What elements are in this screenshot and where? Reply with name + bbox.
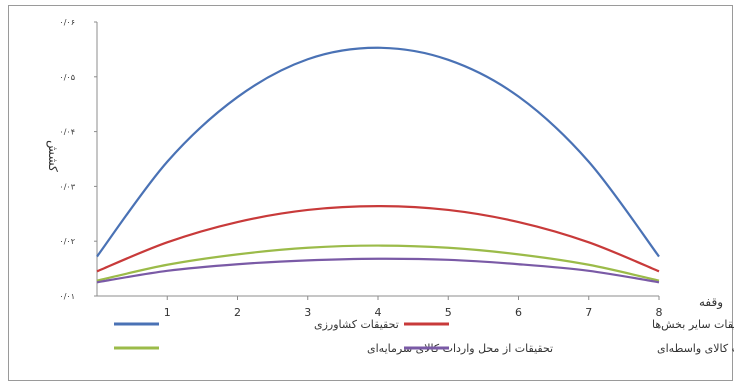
y-tick-label: ۰/۰۶: [59, 18, 75, 27]
plot-area: ۰/۰۱ ۰/۰۲ ۰/۰۳ ۰/۰۴ ۰/۰۵ ۰/۰۶ 1 2 3 4 5 6 7 8: [59, 18, 662, 319]
x-tick-label: 4: [375, 306, 382, 319]
series-line-3: [96, 257, 660, 284]
legend-label-2: تحقیقات از محل واردات کالای سرمایه‌ای: [367, 342, 553, 355]
legend: تحقیقات کشاورزی تحقیقات سایر بخش‌ها تحقیقا…: [114, 318, 734, 355]
y-tick-label: ۰/۰۱: [59, 292, 75, 301]
series-line-2: [96, 244, 660, 282]
x-axis-label: وقفه: [699, 295, 723, 310]
series-line-1: [96, 205, 660, 273]
x-tick-label: 3: [304, 306, 311, 319]
x-tick-label: 8: [656, 306, 663, 319]
x-ticks: 1 2 3 4 5 6 7 8: [164, 296, 663, 319]
y-tick-label: ۰/۰۳: [59, 182, 75, 191]
y-ticks: ۰/۰۱ ۰/۰۲ ۰/۰۳ ۰/۰۴ ۰/۰۵ ۰/۰۶: [59, 18, 97, 301]
legend-label-0: تحقیقات کشاورزی: [314, 318, 399, 331]
x-tick-label: 6: [515, 306, 522, 319]
y-tick-label: ۰/۰۴: [59, 128, 75, 137]
x-tick-label: 5: [445, 306, 452, 319]
chart-frame: ۰/۰۱ ۰/۰۲ ۰/۰۳ ۰/۰۴ ۰/۰۵ ۰/۰۶ 1 2 3 4 5 6 7 8 کشش وق…: [8, 5, 734, 381]
legend-label-3: تحقیقات از محل واردات کالای واسطه‌ای: [657, 342, 734, 355]
legend-label-1: تحقیقات سایر بخش‌ها: [652, 318, 734, 331]
series-line-0: [96, 46, 660, 258]
x-tick-label: 1: [164, 306, 171, 319]
series-lines: [96, 46, 660, 284]
chart: ۰/۰۱ ۰/۰۲ ۰/۰۳ ۰/۰۴ ۰/۰۵ ۰/۰۶ 1 2 3 4 5 6 7 8 کشش وق…: [45, 18, 734, 355]
x-tick-label: 2: [234, 306, 241, 319]
x-tick-label: 7: [585, 306, 592, 319]
y-tick-label: ۰/۰۵: [59, 73, 75, 82]
y-axis-label: کشش: [45, 140, 60, 172]
y-tick-label: ۰/۰۲: [59, 237, 75, 246]
